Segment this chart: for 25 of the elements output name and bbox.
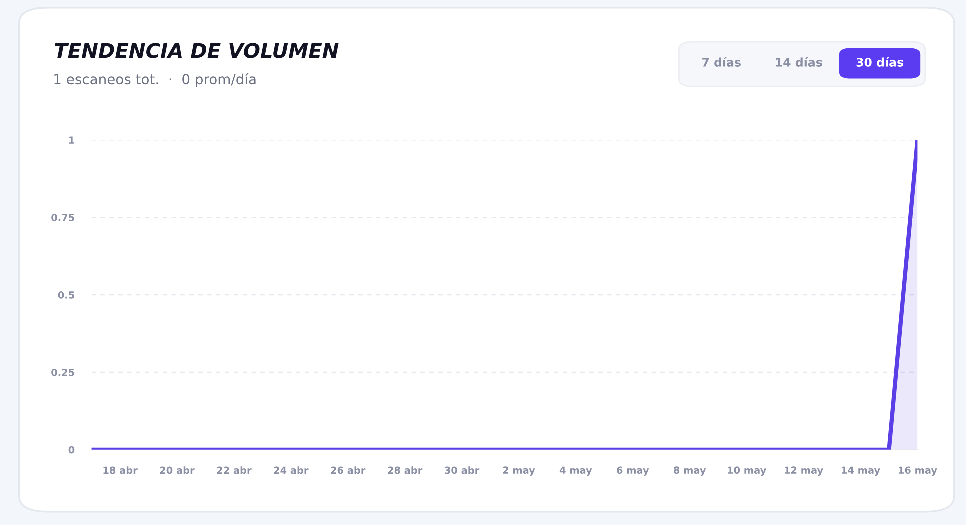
- x-tick-label: 20 abr: [160, 466, 195, 474]
- x-tick-label: 6 may: [617, 466, 650, 476]
- x-tick-label: 28 abr: [388, 466, 423, 474]
- text: 7 días: [702, 57, 741, 67]
- x-tick-label: 14 may: [842, 466, 880, 476]
- y-tick-label: 0.25: [52, 368, 74, 376]
- text: 14 días: [776, 57, 822, 67]
- x-tick-label: 30 abr: [445, 466, 480, 474]
- x-tick-label: 18 abr: [104, 466, 138, 474]
- y-tick-label: 1: [69, 136, 74, 144]
- x-tick-label: 12 may: [785, 466, 824, 476]
- x-tick-label: 8 may: [674, 466, 706, 476]
- y-tick-label: 0: [68, 446, 75, 454]
- x-tick-label: 10 may: [728, 466, 766, 476]
- chart-subtitle: 1 escaneos tot. · 0 prom/día: [54, 73, 256, 88]
- y-tick-label: 0.75: [52, 214, 74, 222]
- x-tick-label: 4 may: [560, 466, 592, 476]
- x-tick-label: 22 abr: [217, 466, 252, 474]
- text: 30 días: [856, 57, 904, 67]
- chart-title: TENDENCIA DE VOLUMEN: [55, 43, 339, 58]
- y-tick-label: 0.5: [58, 292, 74, 299]
- x-tick-label: 26 abr: [331, 466, 366, 474]
- x-tick-label: 16 may: [898, 466, 938, 476]
- x-tick-label: 24 abr: [274, 466, 309, 474]
- x-tick-label: 2 may: [503, 466, 536, 476]
